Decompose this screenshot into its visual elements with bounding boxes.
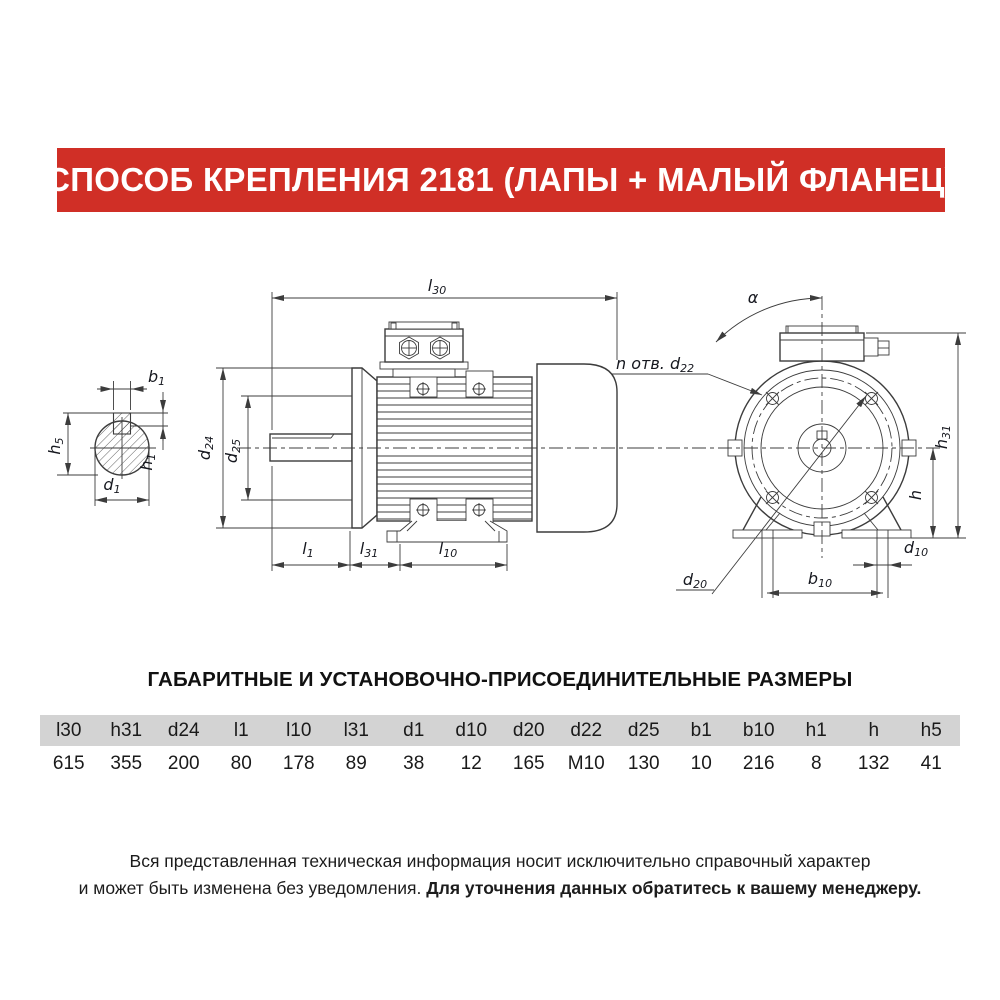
dimensions-table: l30 h31 d24 l1 l10 l31 d1 d10 d20 d22 d2… bbox=[40, 715, 960, 782]
table-title: ГАБАРИТНЫЕ И УСТАНОВОЧНО-ПРИСОЕДИНИТЕЛЬН… bbox=[147, 668, 853, 691]
page-title: СПОСОБ КРЕПЛЕНИЯ 2181 (ЛАПЫ + МАЛЫЙ ФЛАН… bbox=[46, 161, 956, 198]
table-value-cell: 41 bbox=[920, 753, 942, 774]
table-header-cell: h1 bbox=[805, 719, 827, 741]
disclaimer-line1: Вся представленная техническая информаци… bbox=[129, 851, 871, 871]
centerlines bbox=[237, 296, 941, 558]
table-header-cell: l30 bbox=[56, 719, 82, 741]
table-value-cell: 10 bbox=[690, 753, 712, 774]
table-header-cell: b1 bbox=[690, 719, 712, 741]
table-header-cell: l10 bbox=[286, 719, 312, 741]
table-value-cell: 165 bbox=[512, 753, 545, 774]
table-header-cell: d20 bbox=[512, 719, 545, 741]
table-value-cell: 178 bbox=[282, 753, 315, 774]
shaft-section-view: b1 h5 h1 d1 bbox=[45, 367, 168, 506]
table-header-cell: d25 bbox=[627, 719, 660, 741]
table-value-cell: 80 bbox=[230, 753, 252, 774]
cable-gland-front bbox=[863, 337, 879, 357]
table-value-cell: M10 bbox=[567, 753, 605, 774]
table-value-cell: 38 bbox=[403, 753, 425, 774]
dim-label-d1: d1 bbox=[103, 475, 120, 496]
motor-side-view: l30 d24 d25 l1 l31 l10 bbox=[195, 276, 618, 571]
table-value-cell: 216 bbox=[742, 753, 775, 774]
table-value-cell: 12 bbox=[460, 753, 482, 774]
table-value-cell: 8 bbox=[810, 753, 822, 774]
dim-label-h: h bbox=[906, 490, 925, 500]
dim-label-b1: b1 bbox=[148, 367, 165, 388]
dim-label-l30: l30 bbox=[428, 276, 446, 297]
dim-label-alpha: α bbox=[748, 288, 759, 307]
cable-gland-side-2 bbox=[430, 336, 450, 360]
table-value-cell: 89 bbox=[345, 753, 367, 774]
table-value-cell: 130 bbox=[627, 753, 660, 774]
dim-label-d24: d24 bbox=[195, 436, 216, 460]
disclaimer: Вся представленная техническая информаци… bbox=[0, 848, 1000, 902]
table-header-cell: d24 bbox=[167, 719, 200, 741]
table-values-row: 615 355 200 80 178 89 38 12 165 M10 130 … bbox=[40, 746, 960, 782]
motor-front-view: α n отв. d22 d20 h31 h d10 b10 bbox=[612, 288, 966, 598]
table-value-cell: 615 bbox=[52, 753, 85, 774]
dim-label-h31: h31 bbox=[932, 425, 953, 449]
table-header-cell: d22 bbox=[570, 719, 603, 741]
title-banner: СПОСОБ КРЕПЛЕНИЯ 2181 (ЛАПЫ + МАЛЫЙ ФЛАН… bbox=[46, 148, 956, 212]
dim-label-h5: h5 bbox=[45, 437, 66, 454]
dim-label-d20: d20 bbox=[683, 570, 707, 591]
disclaimer-line2: и может быть изменена без уведомления. Д… bbox=[78, 878, 922, 898]
table-value-cell: 200 bbox=[167, 753, 200, 774]
dim-label-d10: d10 bbox=[904, 538, 928, 559]
table-value-cell: 355 bbox=[110, 753, 143, 774]
cable-gland-side-1 bbox=[399, 336, 419, 360]
dim-label-d25: d25 bbox=[222, 439, 243, 463]
table-header-cell: l31 bbox=[343, 719, 369, 741]
dim-label-b10: b10 bbox=[808, 569, 832, 590]
dim-label-l31: l31 bbox=[360, 539, 378, 560]
table-header-cell: h31 bbox=[110, 719, 143, 741]
table-header-cell: h5 bbox=[920, 719, 942, 741]
dim-label-l10: l10 bbox=[439, 539, 457, 560]
dim-label-n-holes-d22: n отв. d22 bbox=[616, 354, 694, 375]
table-value-cell: 132 bbox=[857, 753, 890, 774]
dim-label-h1: h1 bbox=[137, 453, 158, 470]
table-header-cell: d10 bbox=[455, 719, 488, 741]
table-header-cell: b10 bbox=[742, 719, 775, 741]
dim-label-l1: l1 bbox=[302, 539, 313, 560]
table-header-row: l30 h31 d24 l1 l10 l31 d1 d10 d20 d22 d2… bbox=[40, 715, 960, 746]
table-header-cell: h bbox=[868, 719, 880, 741]
table-header-cell: d1 bbox=[403, 719, 425, 741]
motor-dimension-drawing: b1 h5 h1 d1 bbox=[45, 276, 966, 598]
table-header-cell: l1 bbox=[233, 719, 249, 741]
